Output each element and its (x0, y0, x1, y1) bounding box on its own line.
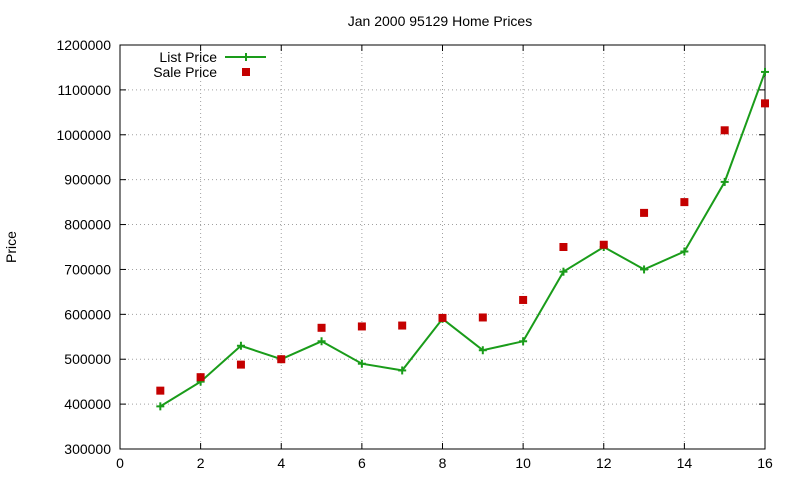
x-tick-label: 10 (515, 455, 531, 471)
list-price-point (478, 346, 487, 355)
x-tick-label: 16 (757, 455, 773, 471)
list-price-point (680, 247, 689, 256)
list-price-point (761, 67, 769, 76)
sale-price-point (357, 322, 366, 331)
y-tick-label: 1200000 (56, 37, 111, 53)
sale-price-point (236, 360, 245, 369)
sale-price-point (196, 373, 205, 382)
list-price-point (519, 337, 528, 346)
series-layer (156, 67, 769, 411)
series-line-list-price (159, 71, 766, 408)
y-tick-label: 1100000 (58, 82, 112, 98)
x-tick-label: 8 (439, 455, 447, 471)
sale-price-point (680, 198, 689, 207)
sale-price-point (640, 208, 649, 217)
x-tick-label: 4 (277, 455, 285, 471)
y-tick-label: 500000 (64, 351, 111, 367)
list-price-point (156, 402, 165, 411)
sale-price-point (277, 355, 286, 364)
sale-price-point (438, 313, 447, 322)
x-tick-label: 0 (116, 455, 124, 471)
list-price-point (640, 265, 649, 274)
y-tick-label: 700000 (64, 261, 111, 277)
x-tick-label: 2 (197, 455, 205, 471)
sale-price-point (398, 321, 407, 330)
sale-price-point (478, 313, 487, 322)
y-tick-label: 400000 (64, 396, 111, 412)
sale-price-point (761, 99, 769, 108)
legend-label: List Price (159, 49, 217, 65)
y-tick-label: 900000 (64, 172, 111, 188)
y-tick-label: 300000 (64, 441, 111, 457)
grid (120, 45, 765, 449)
x-tick-label: 14 (677, 455, 693, 471)
list-price-point (720, 177, 729, 186)
y-tick-label: 1000000 (56, 127, 111, 143)
ticks: 0 2 4 6 8 10 12 14 16 300000 400000 500000 600000 700… (56, 37, 773, 471)
sale-price-point (317, 323, 326, 332)
list-price-point (559, 267, 568, 276)
sale-price-point (519, 295, 528, 304)
x-tick-label: 6 (358, 455, 366, 471)
y-tick-label: 600000 (64, 306, 111, 322)
chart-title: Jan 2000 95129 Home Prices (348, 13, 532, 29)
sale-price-point (156, 386, 165, 395)
x-tick-label: 12 (596, 455, 612, 471)
list-price-point (317, 337, 326, 346)
sale-price-point (559, 243, 568, 251)
list-price-point (398, 366, 407, 375)
list-price-point (357, 359, 366, 368)
list-price-point (236, 341, 245, 350)
legend-label: Sale Price (153, 64, 217, 80)
y-tick-label: 800000 (64, 217, 111, 233)
legend-swatch-sale-price (242, 68, 250, 76)
sale-price-point (599, 240, 608, 249)
sale-price-point (720, 126, 729, 135)
y-axis-label: Price (3, 231, 19, 263)
legend-swatch-list-price (225, 53, 266, 61)
plot-frame (119, 44, 766, 450)
